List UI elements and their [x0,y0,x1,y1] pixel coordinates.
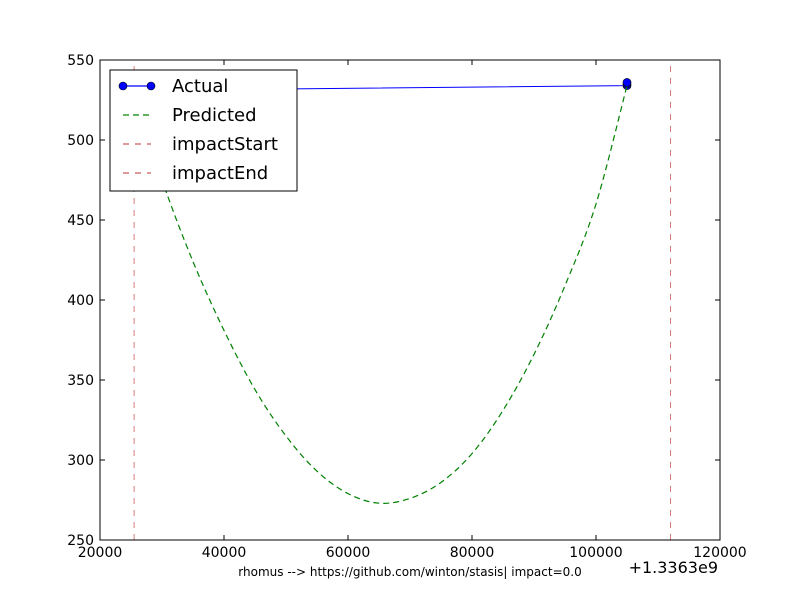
y-tick-label: 250 [67,533,94,549]
x-tick-label: 120000 [693,545,746,561]
x-tick-label: 20000 [78,545,123,561]
legend-box [109,69,298,192]
data-point-actual [622,78,632,87]
x-tick-label: 40000 [202,545,247,561]
y-tick-label: 550 [67,53,94,69]
legend-label: Predicted [172,105,257,126]
y-tick-label: 350 [67,373,94,389]
y-tick-label: 500 [67,133,94,149]
y-tick-label: 450 [67,213,94,229]
y-tick-label: 400 [67,293,94,309]
x-axis-label: rhomus --> https://github.com/winton/sta… [238,565,581,579]
legend-label: impactEnd [172,163,268,184]
series-line-predicted [133,85,628,504]
ticks-layer: 20000 40000 60000 80000 100000 120000 250 300 35… [67,53,746,561]
legend: Actual Predicted impactStart impactEnd [109,69,298,192]
x-tick-label: 100000 [569,545,622,561]
x-tick-label: 80000 [450,545,495,561]
y-tick-label: 300 [67,453,94,469]
legend-label: Actual [172,76,228,97]
legend-marker [146,81,156,91]
x-offset-label: +1.3363e9 [629,558,718,577]
x-tick-label: 60000 [326,545,371,561]
legend-marker [118,81,128,91]
legend-label: impactStart [172,134,278,155]
